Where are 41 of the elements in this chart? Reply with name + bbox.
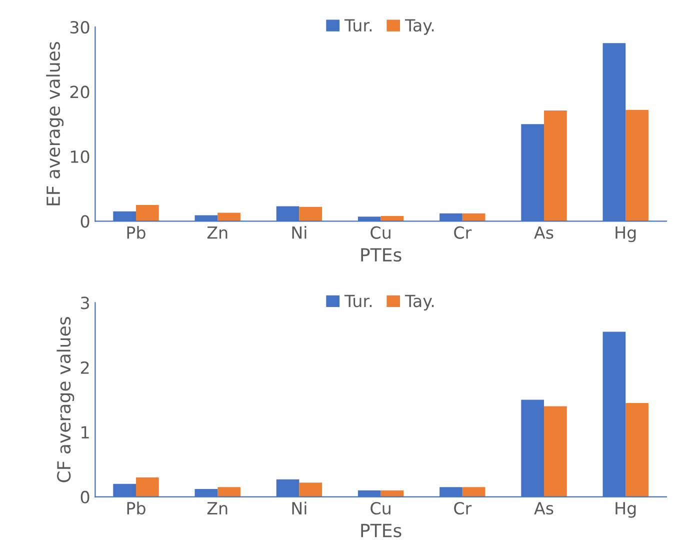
y-tick-label: 30 (70, 20, 90, 34)
bar (136, 204, 159, 222)
bar (462, 487, 486, 497)
y-axis-title: EF average values (46, 42, 64, 206)
x-tick-label: Cu (370, 502, 390, 515)
x-tick-label: Ni (292, 502, 306, 514)
x-tick-label: Hg (616, 226, 636, 242)
x-tick-label: As (534, 502, 554, 515)
legend-label: Tay. (404, 294, 434, 310)
x-axis-title: PTEs (361, 524, 402, 538)
x-tick-label: Cr (454, 502, 472, 515)
bar (299, 482, 322, 497)
x-tick-label: Zn (207, 502, 228, 514)
bar (218, 487, 240, 497)
legend-label: Tur. (344, 294, 372, 308)
x-tick-label: Hg (616, 502, 636, 518)
legend-label: Tur. (344, 19, 372, 32)
bar (544, 406, 567, 497)
bar (626, 402, 648, 497)
x-axis-title: PTEs (361, 248, 402, 262)
x-tick-label: Cr (454, 226, 472, 239)
bar (544, 110, 567, 222)
y-tick-label: 0 (80, 215, 90, 228)
bar (626, 110, 648, 222)
bar (218, 212, 240, 222)
x-tick-label: As (534, 226, 554, 239)
y-tick-label: 3 (81, 296, 90, 310)
x-tick-label: Cu (370, 226, 390, 239)
bar (136, 477, 159, 497)
y-tick-label: 2 (80, 361, 89, 374)
x-tick-label: Ni (292, 226, 306, 239)
x-tick-label: Zn (207, 226, 228, 239)
y-tick-label: 1 (82, 426, 89, 438)
y-axis-title: CF average values (56, 317, 74, 482)
x-tick-label: Pb (127, 502, 146, 515)
y-tick-label: 10 (70, 150, 90, 163)
bar (299, 206, 322, 222)
y-tick-label: 20 (70, 86, 90, 98)
x-tick-label: Pb (127, 226, 146, 239)
legend-label: Tay. (404, 19, 434, 35)
y-tick-label: 0 (80, 490, 90, 504)
